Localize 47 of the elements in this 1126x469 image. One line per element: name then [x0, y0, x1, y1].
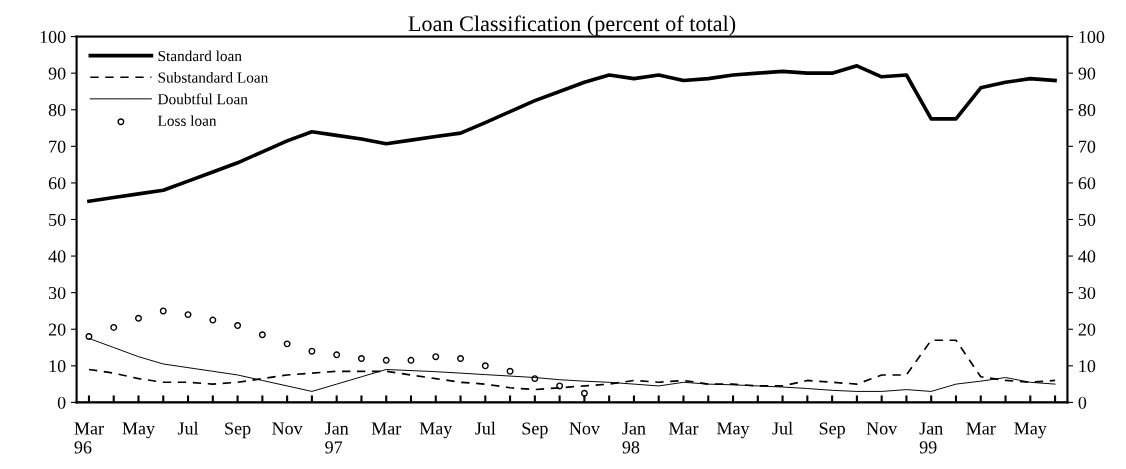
chart-title: Loan Classification (percent of total)	[408, 15, 736, 36]
x-tick-label: Jan 97	[325, 422, 349, 454]
x-tick-label: Jul	[772, 421, 793, 435]
x-tick-label: Jul	[177, 421, 199, 435]
y-tick-label: 20	[48, 323, 66, 336]
y-tick-label: 30	[48, 286, 66, 300]
y2-tick-label: 60	[1078, 177, 1096, 190]
x-tick-label: Jan 99	[919, 422, 943, 454]
x-tick-label: Sep	[225, 422, 251, 439]
y-tick-label: 60	[48, 177, 66, 190]
y2-tick-label: 50	[1078, 213, 1096, 226]
x-tick-label: May	[717, 422, 750, 439]
legend-label: Substandard Loan	[158, 72, 269, 83]
legend-label: Standard loan	[158, 50, 242, 62]
y2-tick-label: 30	[1078, 286, 1096, 300]
x-tick-label: Jul	[475, 421, 496, 435]
x-tick-label: Mar	[371, 422, 402, 435]
y-tick-label: 100	[40, 30, 66, 44]
x-tick-label: Mar	[966, 422, 996, 435]
y2-tick-label: 40	[1078, 250, 1096, 263]
y2-tick-label: 100	[1079, 30, 1105, 44]
y2-tick-label: 90	[1078, 67, 1096, 80]
y-tick-label: 40	[48, 250, 66, 263]
x-tick-label: Nov	[272, 422, 303, 435]
y2-tick-label: 10	[1079, 360, 1096, 373]
y-tick-label: 70	[49, 140, 66, 153]
x-tick-label: May	[122, 422, 155, 439]
y-tick-label: 90	[48, 67, 66, 80]
x-tick-label: May	[419, 422, 453, 439]
x-tick-label: Sep	[522, 422, 548, 439]
x-tick-label: Jan 98	[622, 422, 646, 454]
y2-tick-label: 20	[1078, 323, 1096, 336]
x-tick-label: May	[1014, 422, 1047, 439]
y2-tick-label: 70	[1079, 140, 1096, 153]
y-tick-label: 50	[49, 213, 66, 226]
legend-label: Doubtful Loan	[157, 93, 248, 105]
y2-tick-label: 0	[1078, 396, 1087, 409]
y-tick-label: 0	[57, 396, 66, 409]
y2-tick-label: 80	[1078, 104, 1096, 117]
y-tick-label: 10	[49, 360, 66, 373]
x-tick-label: Mar	[668, 422, 699, 435]
y-tick-label: 80	[48, 104, 66, 117]
x-tick-label: Nov	[866, 422, 898, 435]
x-tick-label: Mar 96	[74, 422, 104, 454]
x-tick-label: Nov	[569, 422, 600, 435]
legend-label: Loss loan	[157, 115, 217, 126]
x-tick-label: Sep	[819, 422, 845, 439]
